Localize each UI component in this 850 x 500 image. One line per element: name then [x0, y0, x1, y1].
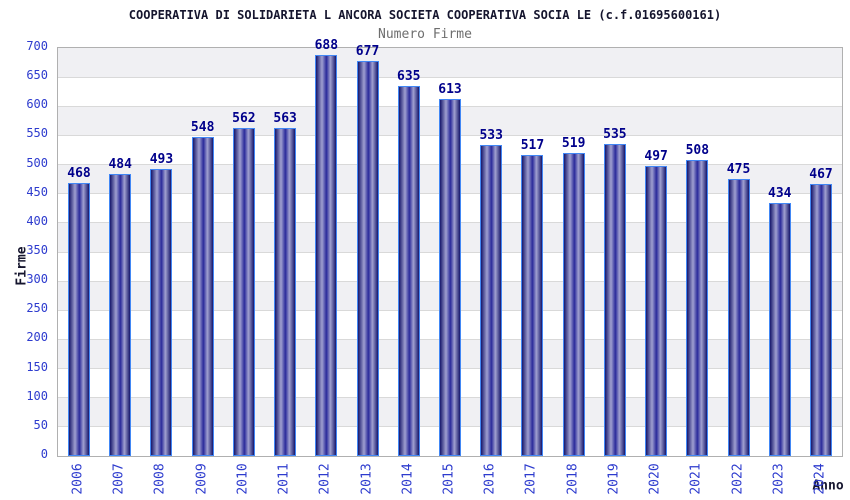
bar-value-label: 434: [768, 186, 792, 201]
bar: [521, 155, 544, 456]
bar: [356, 61, 379, 456]
bar: [439, 99, 461, 456]
bar-value-label: 613: [438, 82, 462, 97]
bar-value-label: 493: [149, 152, 174, 167]
x-tick-label: 2020: [647, 463, 663, 495]
bar: [480, 145, 503, 456]
x-tick-label: 2022: [730, 463, 746, 495]
x-tick-label: 2007: [111, 463, 127, 495]
bar: [810, 184, 832, 456]
x-tick-label: 2018: [565, 463, 581, 495]
y-tick-label: 200: [26, 330, 48, 345]
chart-subtitle: Numero Firme: [378, 27, 472, 42]
bar: [645, 166, 668, 456]
x-tick-label: 2016: [482, 463, 498, 495]
y-tick-label: 500: [26, 155, 48, 170]
bar: [68, 183, 90, 456]
bar-value-label: 497: [644, 149, 668, 164]
x-axis-title: Anno: [812, 478, 844, 494]
bar-value-label: 535: [603, 127, 627, 142]
bar-value-label: 563: [273, 111, 297, 126]
bar-value-label: 533: [479, 128, 503, 143]
bar: [768, 203, 791, 456]
y-tick-label: 300: [26, 272, 48, 287]
x-tick-label: 2021: [688, 463, 704, 495]
chart-title: COOPERATIVA DI SOLIDARIETA L ANCORA SOCI…: [128, 8, 722, 22]
y-tick-label: 550: [26, 126, 48, 141]
bar: [315, 55, 338, 456]
bar: [274, 128, 297, 456]
y-tick-label: 250: [26, 301, 48, 316]
bar-value-label: 688: [314, 38, 339, 53]
x-tick-label: 2023: [771, 463, 787, 495]
y-tick-label: 650: [26, 68, 48, 83]
y-tick-label: 450: [26, 184, 48, 199]
bar-value-label: 548: [190, 120, 215, 135]
y-tick-label: 600: [26, 97, 48, 112]
x-tick-label: 2008: [152, 463, 168, 495]
x-tick-label: 2010: [235, 463, 251, 495]
x-tick-label: 2019: [606, 463, 622, 495]
bar-value-label: 517: [520, 138, 545, 153]
y-tick-label: 400: [26, 213, 48, 228]
plot-area: 468 484 493 548 562 563 688 677 635 613 533 517 519 5…: [57, 38, 843, 457]
gridline: [58, 76, 842, 78]
y-tick-label: 50: [33, 417, 48, 432]
y-tick-label: 700: [26, 39, 48, 53]
bar-value-label: 635: [397, 69, 421, 84]
x-tick-label: 2013: [359, 463, 375, 495]
bar: [686, 160, 709, 456]
x-tick-label: 2017: [523, 463, 539, 495]
x-tick-label: 2015: [441, 463, 457, 495]
y-tick-label: 150: [26, 359, 48, 374]
x-tick-label: 2006: [70, 463, 86, 495]
bar: [397, 86, 420, 456]
bar: [562, 153, 585, 456]
x-tick-label: 2012: [317, 463, 333, 495]
y-tick-label: 100: [26, 388, 48, 403]
bar-value-label: 484: [108, 157, 132, 172]
bar: [603, 144, 626, 456]
bar: [232, 128, 255, 456]
bar-value-label: 677: [355, 44, 380, 59]
y-tick-label: 350: [26, 243, 48, 257]
x-tick-label: 2011: [276, 463, 292, 495]
x-tick-label: 2009: [194, 463, 210, 495]
bar-value-label: 468: [67, 166, 91, 181]
bar-value-label: 475: [726, 162, 751, 177]
y-tick-label: 0: [40, 447, 48, 461]
bar: [727, 179, 750, 456]
bar-value-label: 562: [232, 111, 256, 126]
bar-value-label: 519: [561, 136, 586, 151]
bar-value-label: 508: [685, 143, 710, 158]
bar: [191, 137, 214, 456]
x-tick-label: 2024: [812, 463, 828, 495]
bar-value-label: 467: [809, 167, 833, 182]
bar: [150, 169, 173, 456]
bar: [109, 174, 132, 456]
x-tick-label: 2014: [400, 463, 416, 495]
